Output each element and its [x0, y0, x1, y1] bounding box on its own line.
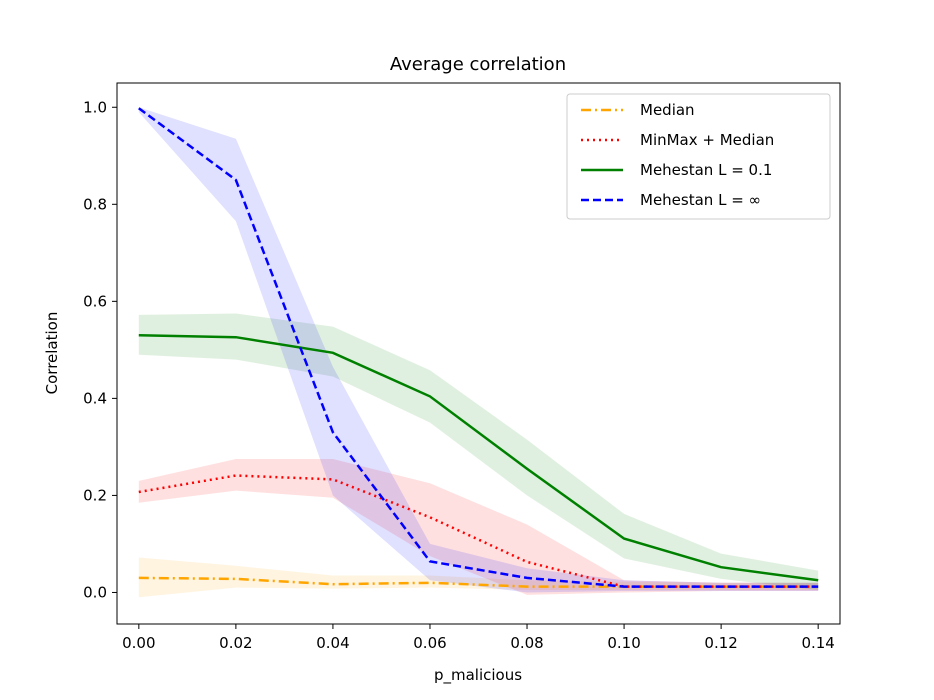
- y-tick-label: 0.6: [83, 292, 107, 310]
- legend: Median MinMax + Median Mehestan L = 0.1 Meh…: [566, 93, 831, 220]
- x-tick-label: 0.02: [219, 634, 252, 652]
- y-tick-label: 0.4: [83, 389, 107, 407]
- band-minmax-median: [138, 459, 819, 595]
- x-tick-label: 0.12: [704, 634, 737, 652]
- series-lines: [138, 107, 819, 588]
- y-axis-ticks: 0.0 0.2 0.4 0.6 0.8 1.0: [83, 98, 117, 601]
- y-tick-label: 0.8: [83, 195, 107, 213]
- x-tick-label: 0.04: [316, 634, 349, 652]
- x-tick-label: 0.10: [607, 634, 640, 652]
- y-tick-label: 0.0: [83, 583, 107, 601]
- x-axis-ticks: 0.00 0.02 0.04 0.06 0.08 0.10 0.12 0.14: [122, 624, 835, 652]
- x-tick-label: 0.00: [122, 634, 155, 652]
- y-axis-label: Correlation: [43, 312, 61, 395]
- chart-title: Average correlation: [390, 54, 566, 75]
- plot-frame: [116, 82, 841, 625]
- band-mehestan-l-0-1: [138, 313, 819, 590]
- line-mehestan-l: [138, 107, 819, 588]
- legend-label: MinMax + Median: [640, 131, 774, 149]
- y-tick-label: 0.2: [83, 486, 107, 504]
- x-tick-label: 0.14: [801, 634, 834, 652]
- legend-label: Median: [640, 101, 695, 119]
- legend-label: Mehestan L = ∞: [640, 191, 761, 209]
- x-axis-label: p_malicious: [434, 666, 522, 685]
- legend-label: Mehestan L = 0.1: [640, 161, 772, 179]
- line-mehestan-l-0-1: [138, 334, 819, 582]
- x-tick-label: 0.06: [413, 634, 446, 652]
- line-minmax-median: [138, 474, 819, 588]
- band-mehestan-l: [138, 107, 819, 593]
- y-tick-label: 1.0: [83, 98, 107, 116]
- x-tick-label: 0.08: [510, 634, 543, 652]
- legend-box: [566, 93, 831, 220]
